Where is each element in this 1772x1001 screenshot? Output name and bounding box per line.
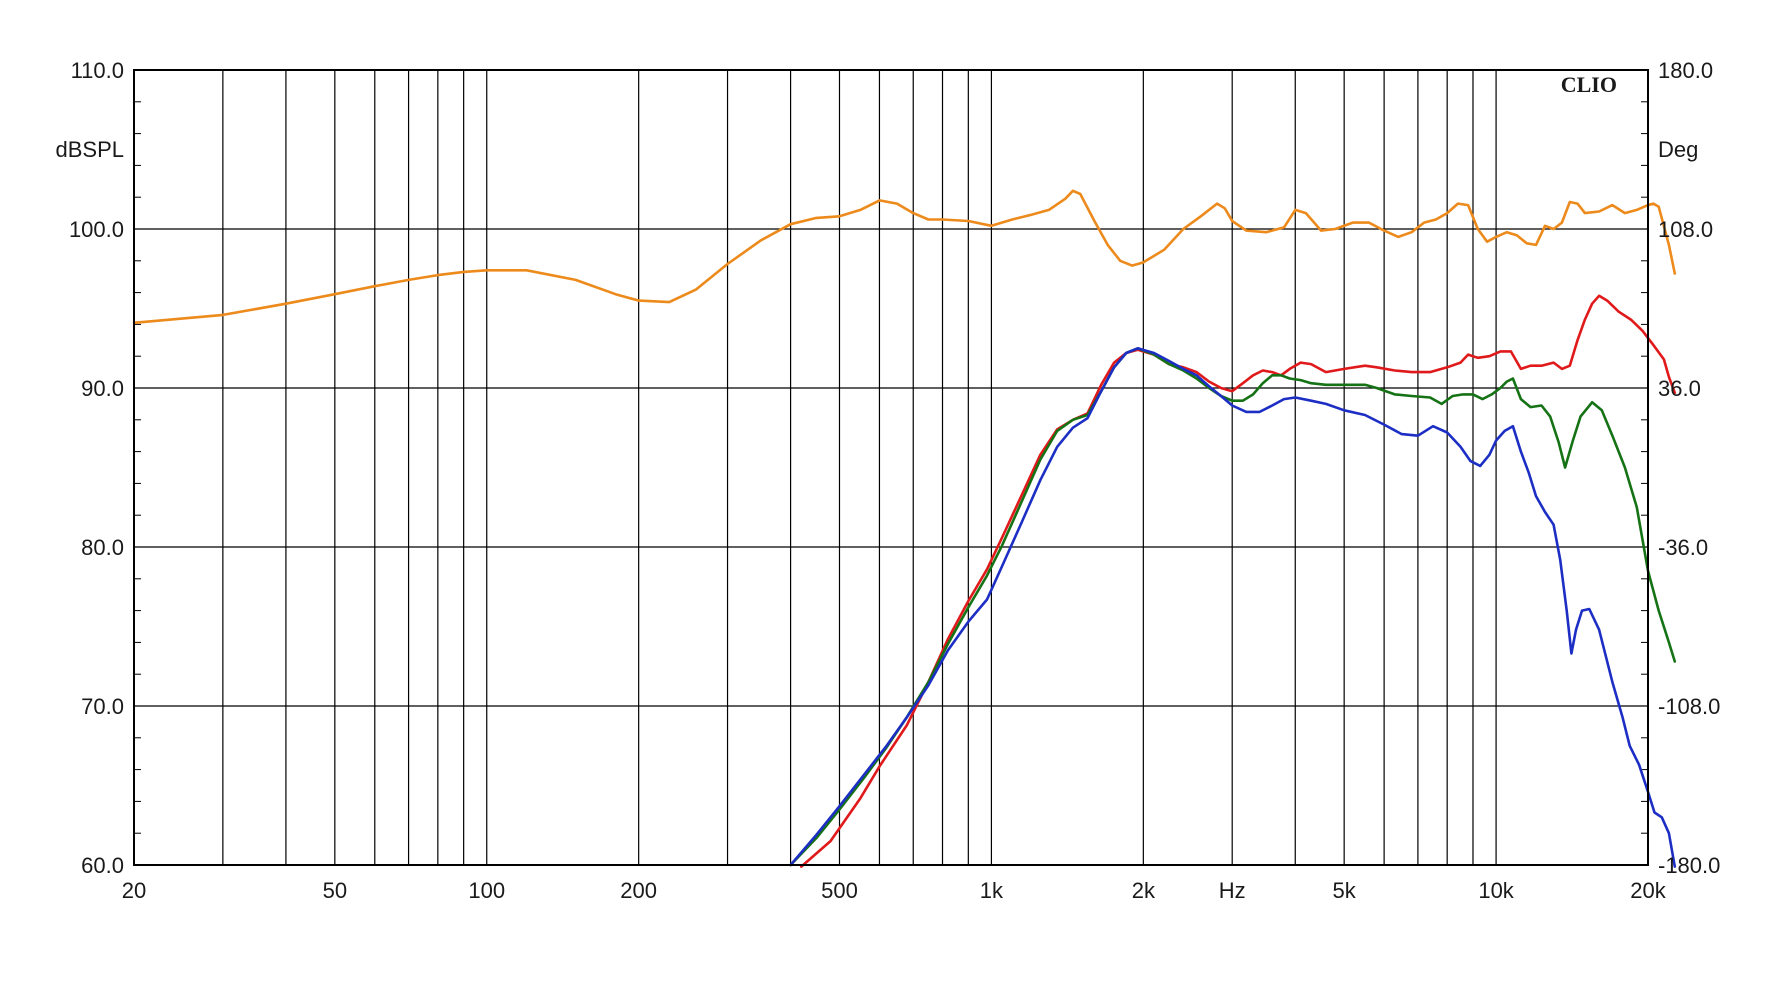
x-tick-label: 200 [620, 878, 657, 903]
plot-frame [133, 69, 1649, 866]
y-tick-label-right: -180.0 [1658, 853, 1720, 878]
y-tick-label-left: 60.0 [81, 853, 124, 878]
y-tick-label-right: -36.0 [1658, 535, 1708, 560]
y-tick-label-right: 36.0 [1658, 376, 1701, 401]
x-tick-label: 500 [821, 878, 858, 903]
series-group [132, 189, 1677, 868]
series-line [789, 347, 1677, 867]
x-tick-label: 2k [1132, 878, 1156, 903]
y-tick-label-left: 100.0 [69, 217, 124, 242]
x-tick-label: 100 [468, 878, 505, 903]
y-tick-label-right: 180.0 [1658, 58, 1713, 83]
y-axis-label-right: Deg [1658, 137, 1698, 162]
x-tick-label: 5k [1333, 878, 1357, 903]
x-tick-label: 10k [1478, 878, 1514, 903]
y-tick-label-right: 108.0 [1658, 217, 1713, 242]
series-line [789, 347, 1677, 868]
y-tick-label-left: 90.0 [81, 376, 124, 401]
x-tick-label: Hz [1219, 878, 1246, 903]
y-axis-label-left: dBSPL [56, 137, 125, 162]
tick-labels: 60.0 70.0 80.0 90.0 100.0 110.0 -180.0 -108.0 -3… [69, 58, 1720, 903]
y-tick-label-left: 110.0 [71, 58, 124, 83]
series-line [800, 294, 1677, 868]
x-tick-label: 20k [1630, 878, 1666, 903]
y-tick-label-left: 70.0 [81, 694, 124, 719]
series-line [132, 189, 1677, 325]
x-tick-label: 20 [122, 878, 146, 903]
x-tick-label: 1k [980, 878, 1004, 903]
y-tick-label-right: -108.0 [1658, 694, 1720, 719]
x-tick-label: 50 [323, 878, 347, 903]
y-tick-label-left: 80.0 [81, 535, 124, 560]
clio-brand-label: CLIO [1561, 72, 1617, 97]
